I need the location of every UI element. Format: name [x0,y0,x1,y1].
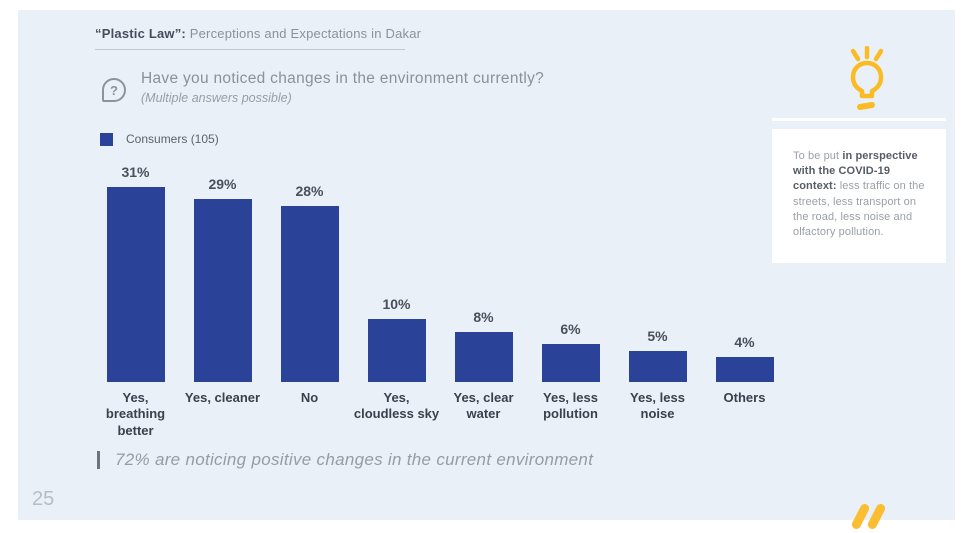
bar-value-label: 10% [382,296,411,312]
legend-label: Consumers (105) [126,132,219,146]
bar-group: 4% Others [701,160,788,439]
takeaway-tick [97,451,100,469]
bar-group: 6% Yes, less pollution [527,160,614,439]
takeaway-text: 72% are noticing positive changes in the… [115,450,594,469]
bar-group: 5% Yes, less noise [614,160,701,439]
bar-category-label: Others [723,390,766,405]
question-subtitle: (Multiple answers possible) [141,91,292,105]
note-divider [772,118,946,121]
takeaway-block: 72% are noticing positive changes in the… [97,450,593,470]
legend-swatch [100,132,113,146]
bar-group: 10% Yes, cloudless sky [353,160,440,439]
note-bold: in perspective with the COVID-19 context… [793,150,918,193]
bar-value-label: 31% [121,163,150,180]
bar [715,356,774,382]
bar [628,350,687,382]
bar-category-label: No [300,390,319,405]
bar [193,199,252,382]
bar-category-label: Yes, cloudless sky [353,390,440,422]
slide-header: “Plastic Law”: Perceptions and Expectati… [95,26,421,41]
header-divider [95,49,405,50]
bar [106,186,165,382]
bar-value-label: 8% [473,308,494,325]
bar-category-label: Yes, cleaner [184,390,261,405]
bar-value-label: 5% [647,327,668,344]
note-prefix: To be put [793,150,843,162]
header-title-rest: Perceptions and Expectations in Dakar [185,26,422,41]
bar-group: 29% Yes, cleaner [179,160,266,439]
page-number: 25 [32,488,55,510]
bar-category-label: Yes, less pollution [543,390,598,422]
note-text: To be put in perspective with the COVID-… [793,149,932,240]
note-rest: less traffic on the streets, less transp… [793,180,925,238]
bar-value-label: 29% [208,176,237,193]
bar-category-label: Yes, less noise [630,390,685,422]
bar-group: 8% Yes, clear water [440,160,527,439]
bar-group: 31% Yes, breathing better [92,160,179,439]
question-title: Have you noticed changes in the environm… [141,70,545,87]
bar-category-label: Yes, clear water [453,390,514,422]
bar [454,331,513,382]
bar-value-label: 6% [560,321,581,338]
bar [280,205,339,382]
question-bubble-icon: ? [102,78,126,102]
lightbulb-icon [850,46,884,110]
bar-group: 28% No [266,160,353,439]
note-card: To be put in perspective with the COVID-… [772,129,946,263]
question-texts: Have you noticed changes in the environm… [141,70,544,105]
bar [367,319,426,382]
question-block: ? Have you noticed changes in the enviro… [102,70,544,105]
bar-value-label: 4% [734,333,755,350]
bar-chart: 31% Yes, breathing better 29% Yes, cleaner 2… [92,160,788,439]
bar [541,344,600,382]
chart-legend: Consumers (105) [100,132,219,146]
header-title-bold: “Plastic Law”: [95,26,186,41]
bar-value-label: 28% [295,182,324,199]
slide-panel: “Plastic Law”: Perceptions and Expectati… [18,10,955,520]
bar-category-label: Yes, breathing better [105,390,166,438]
